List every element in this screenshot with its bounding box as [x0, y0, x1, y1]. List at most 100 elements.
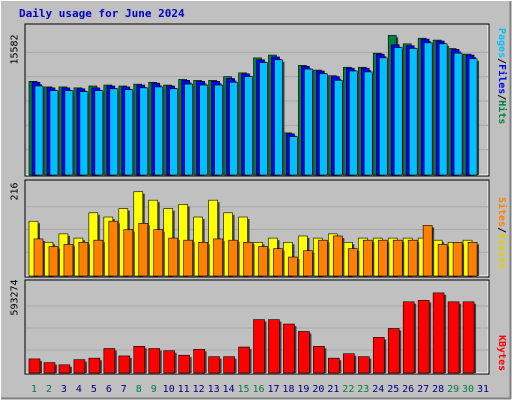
- pages-bar: [289, 136, 298, 176]
- pages-bar: [274, 59, 283, 176]
- pages-bar: [378, 57, 388, 176]
- sites-bar: [243, 241, 253, 277]
- kbytes-bar: [238, 346, 250, 374]
- day-label: 11: [178, 384, 190, 395]
- sites-bar: [48, 246, 59, 277]
- pages-bar: [334, 80, 343, 176]
- sites-bar: [258, 246, 268, 277]
- sites-bar: [63, 244, 74, 277]
- legend-kbytes: KBytes: [496, 335, 507, 372]
- kbytes-bar: [193, 348, 205, 374]
- day-label: 18: [282, 384, 294, 395]
- kbytes-bar: [103, 348, 116, 374]
- kbytes-bar: [298, 331, 310, 374]
- pages-bar: [408, 48, 418, 176]
- sites-bar: [288, 256, 298, 277]
- pages-bar: [244, 76, 253, 176]
- sites-bar: [318, 239, 328, 277]
- kbytes-bar: [283, 323, 295, 374]
- day-label: 23: [357, 384, 369, 395]
- day-label: 25: [387, 384, 399, 395]
- chart-title: Daily usage for June 2024: [19, 7, 185, 20]
- day-label: 14: [223, 384, 235, 395]
- pages-bar: [79, 91, 89, 176]
- pages-bar: [349, 70, 358, 176]
- sites-bar: [183, 239, 193, 277]
- kbytes-bar: [253, 319, 265, 374]
- kbytes-bar: [417, 300, 430, 374]
- pages-bar: [199, 84, 208, 176]
- day-label: 22: [342, 384, 354, 395]
- day-label: 6: [106, 384, 112, 395]
- legend-visits: Visits: [496, 233, 507, 270]
- kbytes-bar: [43, 362, 56, 374]
- day-label: 1: [31, 384, 37, 395]
- pages-bar: [259, 62, 268, 176]
- pages-bar: [139, 87, 149, 176]
- kbytes-bar: [208, 356, 220, 374]
- sites-bar: [168, 237, 179, 277]
- kbytes-bar: [402, 301, 415, 374]
- kbytes-bar: [73, 359, 86, 374]
- day-label: 27: [417, 384, 429, 395]
- day-label: 2: [46, 384, 52, 395]
- sites-bar: [138, 223, 149, 277]
- kbytes-bar: [387, 328, 400, 374]
- day-label: 13: [208, 384, 220, 395]
- legend-files: Files: [496, 64, 507, 95]
- pages-bar: [109, 88, 119, 176]
- sites-bar: [348, 248, 358, 277]
- kbytes-bar: [343, 353, 355, 374]
- visitors-ymax-label: 216: [9, 182, 21, 201]
- kbytes-bar: [133, 346, 146, 374]
- kbytes-bar: [88, 357, 101, 374]
- sites-bar: [303, 250, 313, 277]
- day-label: 20: [312, 384, 324, 395]
- day-label: 30: [462, 384, 474, 395]
- sites-bar: [33, 238, 44, 277]
- kbytes-bar: [313, 346, 325, 374]
- kbytes-bar: [432, 292, 445, 374]
- legend-sites: Sites: [496, 197, 507, 228]
- kbytes-bar: [58, 364, 71, 374]
- pages-bar: [214, 84, 223, 176]
- kbytes-ymax-label: 593274: [9, 279, 21, 316]
- kbytes-bar: [268, 319, 280, 374]
- pages-bar: [393, 47, 403, 176]
- pages-bar: [304, 68, 313, 176]
- kbytes-bar: [328, 357, 340, 374]
- legend-pages: Pages: [496, 28, 507, 59]
- pages-bar: [438, 43, 448, 176]
- sites-bar: [78, 241, 89, 277]
- requests-ymax-label: 15582: [9, 34, 21, 65]
- sites-bar: [213, 238, 223, 277]
- sites-bar: [467, 241, 478, 277]
- day-label: 19: [297, 384, 309, 395]
- kbytes-bar: [372, 337, 385, 374]
- pages-bar: [229, 81, 238, 176]
- pages-bar: [124, 89, 134, 176]
- kbytes-bar: [223, 356, 235, 374]
- kbytes-bar: [462, 301, 475, 374]
- kbytes-bar: [447, 301, 460, 374]
- day-label: 24: [372, 384, 384, 395]
- sites-bar: [93, 239, 104, 277]
- pages-bar: [34, 85, 44, 176]
- day-label: 12: [193, 384, 205, 395]
- day-label: 17: [267, 384, 279, 395]
- pages-bar: [64, 90, 74, 176]
- kbytes-legend: KBytes: [496, 335, 507, 371]
- day-label: 5: [91, 384, 97, 395]
- legend-hits: Hits: [496, 100, 507, 125]
- sites-bar: [333, 235, 343, 277]
- day-label: 15: [238, 384, 250, 395]
- visits-bar: [208, 199, 218, 277]
- pages-bar: [423, 42, 433, 176]
- day-label: 26: [402, 384, 414, 395]
- day-label: 31: [477, 384, 489, 395]
- requests-legend: Pages/Files/Hits: [496, 28, 507, 124]
- pages-bar: [184, 83, 193, 176]
- sites-bar: [362, 239, 373, 277]
- sites-bar: [123, 229, 134, 277]
